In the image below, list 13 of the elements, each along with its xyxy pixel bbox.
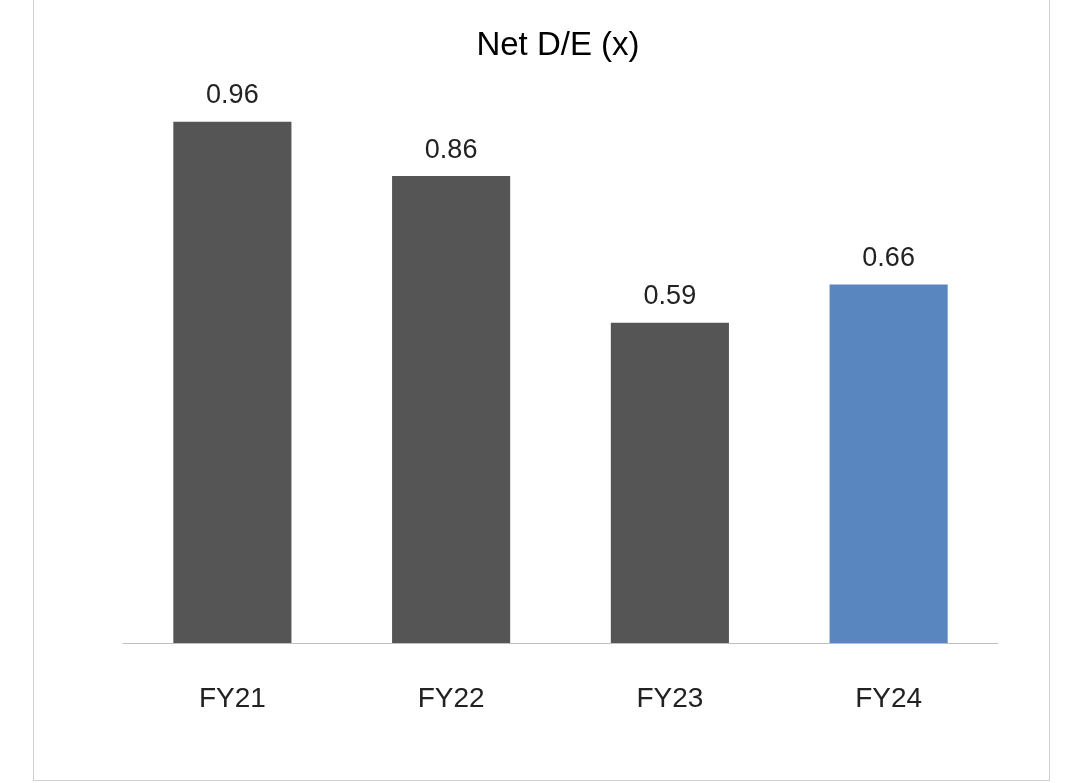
x-tick-label: FY23: [636, 681, 704, 713]
chart-title: Net D/E (x): [476, 25, 640, 62]
data-label: 0.86: [424, 133, 478, 164]
data-label: 0.59: [643, 280, 697, 311]
x-tick-label: FY21: [198, 681, 266, 713]
data-label: 0.96: [206, 79, 259, 110]
bar: [610, 322, 729, 643]
bar: [392, 176, 511, 643]
bar: [173, 121, 292, 643]
x-tick-label: FY22: [417, 681, 485, 713]
data-label: 0.66: [862, 242, 915, 273]
bar: [829, 284, 948, 643]
x-tick-label: FY24: [855, 681, 923, 713]
